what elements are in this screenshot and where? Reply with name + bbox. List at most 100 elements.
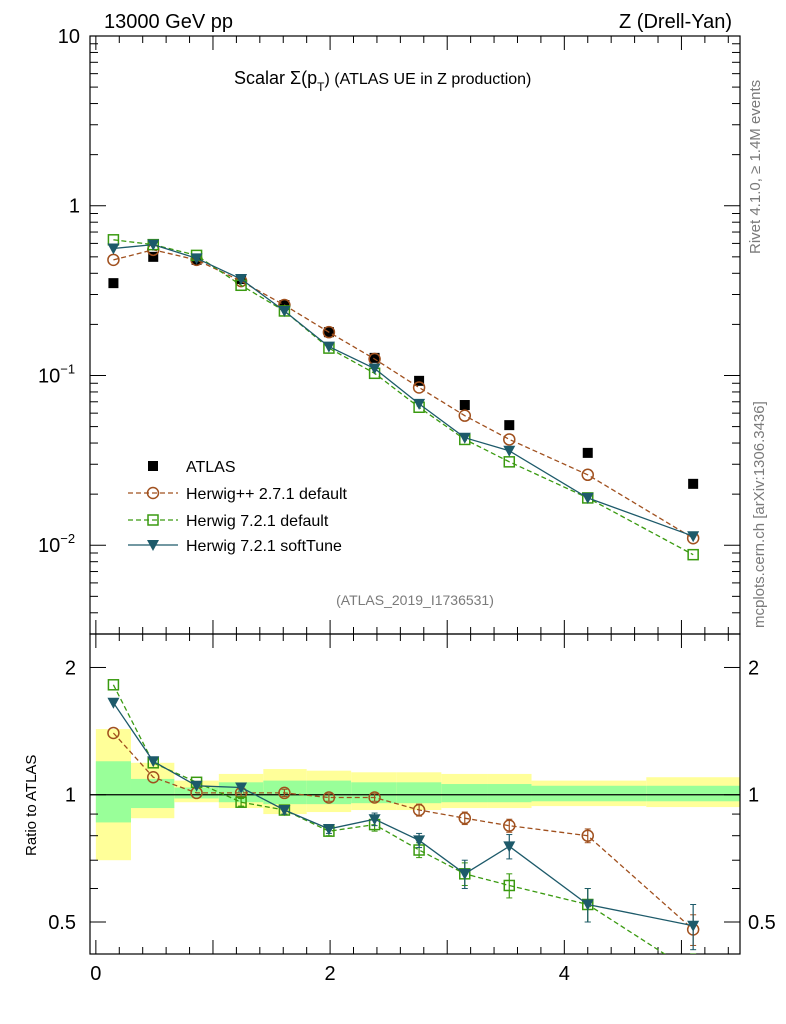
point-softtune-4 [278, 305, 291, 317]
ratio-point-herwigpp-7 [412, 803, 426, 817]
point-atlas-6 [369, 352, 380, 363]
legend-label-atlas: ATLAS [186, 459, 236, 476]
band-inner-0 [95, 761, 131, 823]
point-softtune-0 [107, 243, 120, 255]
plot-title-suffix: ) (ATLAS UE in Z production) [325, 71, 532, 88]
main-ytick-label: 10−2 [38, 531, 75, 557]
main-axes: 10 1 10−1 10−2 [38, 26, 741, 635]
legend-label-herwigpp: Herwig++ 2.7.1 default [186, 486, 348, 503]
point-softtune-8 [458, 432, 471, 444]
ratio-point-softtune-10 [581, 899, 594, 911]
point-softtune-5 [322, 341, 335, 353]
band-inner-7 [396, 782, 442, 804]
main-ytick-label: 1 [69, 196, 80, 218]
ratio-point-herwig721-3 [235, 796, 247, 808]
point-softtune-1 [147, 239, 160, 251]
band-inner-1 [130, 778, 175, 809]
point-herwigpp-5 [322, 325, 336, 339]
ratio-xtick-label: 4 [559, 963, 570, 985]
point-herwigpp-8 [458, 409, 472, 422]
ratio-point-softtune-0 [107, 697, 120, 709]
ratio-point-herwig721-9 [503, 879, 516, 892]
ratio-point-herwigpp-4 [278, 786, 291, 800]
point-atlas-8 [459, 400, 470, 411]
point-herwigpp-9 [503, 433, 516, 446]
ratio-data-series [107, 679, 700, 977]
point-herwig721-9 [503, 456, 516, 468]
mcplots-credit-label: mcplots.cern.ch [arXiv:1306.3436] [751, 401, 768, 628]
ratio-series-softtune [107, 697, 700, 951]
point-atlas-0 [108, 278, 119, 289]
point-softtune-6 [368, 363, 381, 375]
ratio-frame [89, 633, 741, 955]
point-softtune-10 [581, 492, 594, 504]
point-softtune-3 [235, 274, 248, 286]
band-inner-10 [531, 785, 647, 802]
point-atlas-9 [504, 420, 515, 431]
ratio-point-herwig721-11 [688, 967, 698, 977]
main-ytick-label: 10−1 [38, 361, 75, 387]
ratio-xtick-label: 0 [90, 963, 101, 985]
ratio-point-softtune-4 [278, 805, 291, 817]
ratio-point-softtune-9 [503, 841, 516, 853]
point-softtune-2 [190, 253, 203, 265]
ratio-point-herwigpp-6 [368, 791, 381, 804]
ratio-point-softtune-7 [413, 835, 426, 847]
line-softtune [113, 243, 694, 537]
ratio-axis-label: Ratio to ATLAS [23, 755, 40, 856]
ratio-line-herwig721 [112, 684, 666, 954]
band-inner-11 [646, 785, 740, 802]
ratio-line-herwigpp [112, 732, 694, 930]
ratio-ytick-label-left: 2 [65, 657, 76, 679]
band-inner-8 [441, 784, 488, 803]
legend-marker-herwig721 [147, 514, 159, 526]
legend-marker-softtune [147, 540, 159, 551]
legend-marker-herwigpp [146, 486, 160, 500]
plot-title: Scalar Σ(pT) (ATLAS UE in Z production) [234, 68, 531, 94]
ratio-ytick-label-left: 0.5 [48, 912, 76, 934]
ratio-point-herwigpp-0 [107, 726, 120, 740]
ratio-point-herwigpp-9 [503, 819, 516, 832]
ratio-point-softtune-2 [190, 780, 203, 792]
ratio-point-herwigpp-1 [146, 770, 160, 784]
legend-marker-atlas [148, 461, 158, 471]
ratio-point-softtune-3 [235, 782, 248, 794]
ratio-ytick-label-right: 1 [748, 785, 759, 807]
point-atlas-10 [582, 447, 593, 458]
ratio-point-softtune-6 [368, 814, 381, 826]
point-atlas-7 [414, 375, 425, 386]
ratio-xtick-label: 2 [325, 963, 336, 985]
point-herwigpp-10 [581, 468, 594, 482]
ratio-point-softtune-8 [458, 868, 471, 880]
line-herwig721 [113, 239, 694, 556]
ratio-ytick-label-right: 0.5 [748, 912, 776, 934]
ratio-point-softtune-11 [687, 920, 700, 932]
ratio-series-herwigpp [107, 726, 700, 946]
main-ytick-label: 10 [58, 26, 80, 48]
point-softtune-9 [503, 445, 516, 457]
point-atlas-11 [688, 478, 699, 489]
point-softtune-11 [687, 531, 700, 543]
ratio-line-softtune [112, 702, 694, 927]
point-atlas-1 [148, 251, 159, 262]
point-herwigpp-7 [412, 381, 426, 394]
ratio-point-softtune-5 [322, 823, 335, 835]
line-herwigpp [113, 249, 694, 539]
ratio-ytick-label-right: 2 [748, 657, 759, 679]
analysis-id-label: (ATLAS_2019_I1736531) [336, 592, 494, 608]
ratio-ytick-label-left: 1 [65, 785, 76, 807]
point-softtune-7 [413, 398, 426, 410]
legend-label-herwig721: Herwig 7.2.1 default [186, 513, 329, 530]
process-label: Z (Drell-Yan) [619, 11, 732, 33]
ratio-point-herwigpp-8 [458, 811, 472, 825]
ratio-point-herwigpp-10 [581, 829, 594, 842]
ratio-series-herwig721 [107, 679, 698, 977]
plot-title-subscript: T [317, 80, 325, 94]
ratio-point-herwigpp-5 [322, 791, 336, 804]
rivet-version-label: Rivet 4.1.0, ≥ 1.4M events [747, 80, 764, 254]
point-herwig721-11 [687, 548, 699, 561]
ratio-point-herwig721-0 [107, 679, 120, 691]
legend: ATLAS Herwig++ 2.7.1 default Herwig 7.2.… [128, 459, 348, 555]
band-inner-9 [487, 784, 532, 803]
